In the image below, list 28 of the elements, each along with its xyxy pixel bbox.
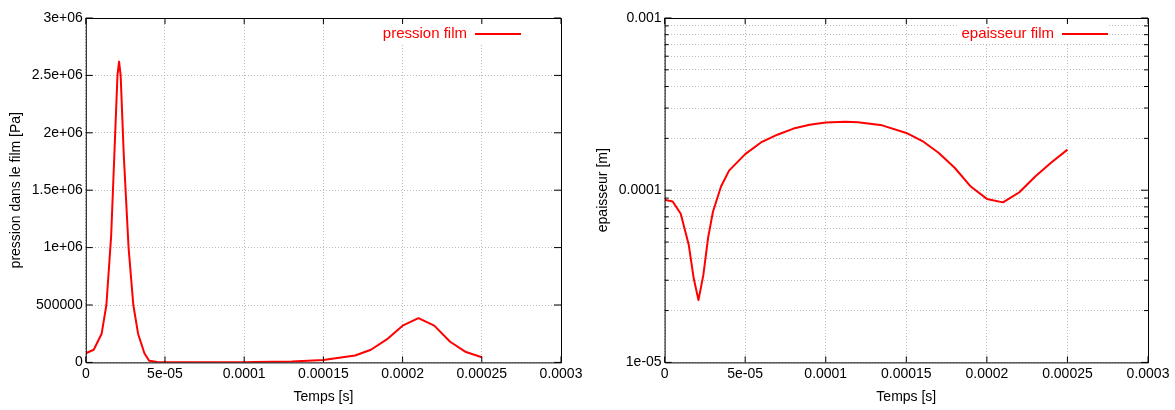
x-axis-title: Temps [s] [876, 388, 937, 405]
x-tick-label: 0.0001 [222, 364, 266, 381]
y-tick-label: 0 [75, 353, 83, 370]
x-axis-title: Temps [s] [293, 388, 354, 405]
y-tick-label: 1.5e+06 [31, 181, 84, 198]
x-tick-label: 0.0002 [965, 364, 1009, 381]
y-tick-label: 3e+06 [43, 8, 83, 25]
y-tick-label: 2.5e+06 [31, 66, 84, 83]
x-tick-label: 0.0002 [381, 364, 425, 381]
legend-label: pression film [382, 24, 467, 42]
y-axis-title: epaisseur [m] [594, 148, 611, 233]
x-tick-label: 0.00015 [298, 364, 349, 381]
y-tick-label: 0.0001 [618, 181, 662, 198]
y-axis-title: pression dans le film [Pa] [7, 112, 24, 269]
y-tick-label: 1e+06 [43, 238, 83, 255]
x-tick-label: 0.0003 [1126, 364, 1170, 381]
y-tick-label: 1e-05 [625, 353, 662, 370]
y-tick-label: 2e+06 [43, 123, 83, 140]
x-tick-label: 5e-05 [727, 364, 764, 381]
y-tick-label: 500000 [36, 295, 84, 312]
x-tick-label: 0.00025 [456, 364, 508, 381]
legend-label: epaisseur film [961, 24, 1054, 42]
x-tick-label: 0.00025 [1042, 364, 1093, 381]
x-tick-label: 0.0001 [804, 364, 848, 381]
y-tick-label: 0.001 [626, 8, 662, 25]
x-tick-label: 5e-05 [147, 364, 184, 381]
x-tick-label: 0.00015 [881, 364, 932, 381]
x-tick-label: 0.0003 [539, 364, 583, 381]
